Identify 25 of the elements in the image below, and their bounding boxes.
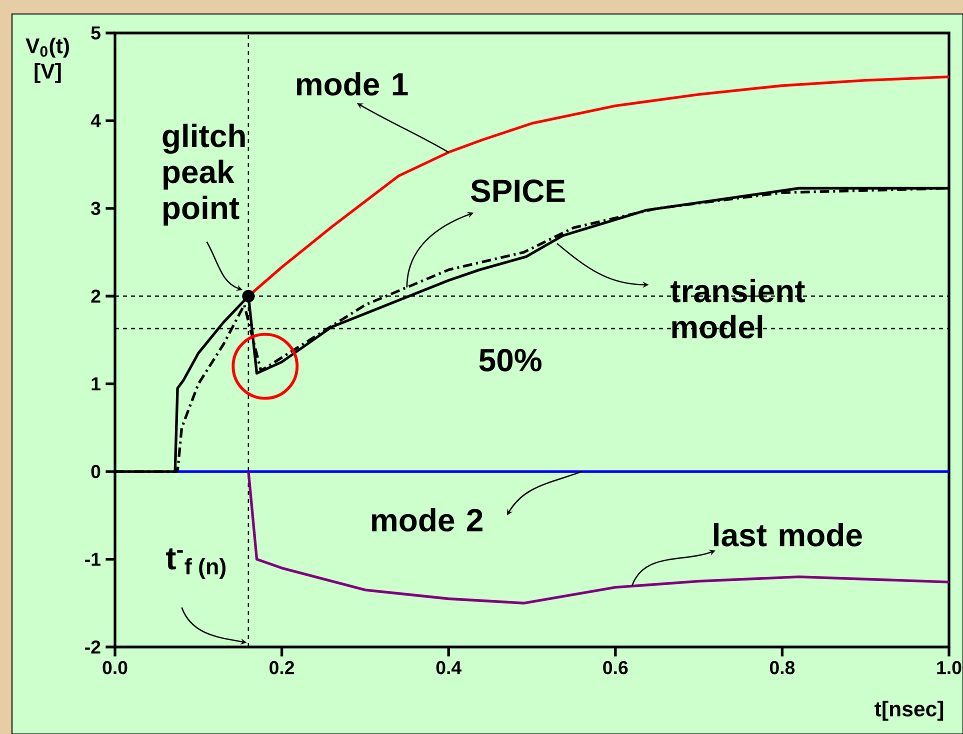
x-tick-label: 0.2 bbox=[270, 661, 294, 674]
y-tick-label: 2 bbox=[91, 290, 100, 303]
y-tick-label: -1 bbox=[85, 552, 100, 566]
y-axis-title: V$_{0}$(t) [V] bbox=[26, 38, 69, 83]
annotation: mode 1 bbox=[296, 72, 408, 96]
x-tick-label: 1.0 bbox=[937, 661, 962, 674]
annotation: last mode bbox=[714, 522, 862, 546]
annotation: glitch peak point bbox=[162, 124, 245, 226]
y-tick-label: 0 bbox=[91, 464, 100, 478]
annotation: 50% bbox=[479, 348, 542, 372]
x-tick-label: 0.8 bbox=[770, 661, 795, 674]
x-axis-title: t[nsec] bbox=[874, 700, 944, 721]
x-tick-label: 0.6 bbox=[603, 661, 628, 674]
annotation: mode 2 bbox=[372, 508, 482, 532]
ref-line-label: t$^{-}$f (n) bbox=[166, 548, 226, 579]
line-series bbox=[247, 470, 950, 604]
y-tick-label: 4 bbox=[90, 114, 101, 128]
x-tick-label: 0.4 bbox=[436, 661, 462, 674]
y-tick-label: 1 bbox=[92, 377, 100, 390]
y-tick-label: 5 bbox=[91, 26, 100, 40]
y-tick-label: -2 bbox=[85, 640, 100, 654]
x-tick-label: 0.0 bbox=[102, 661, 128, 674]
annotation: transient model bbox=[670, 278, 805, 338]
y-tick-label: 3 bbox=[91, 202, 100, 216]
annotation: SPICE bbox=[470, 180, 565, 202]
